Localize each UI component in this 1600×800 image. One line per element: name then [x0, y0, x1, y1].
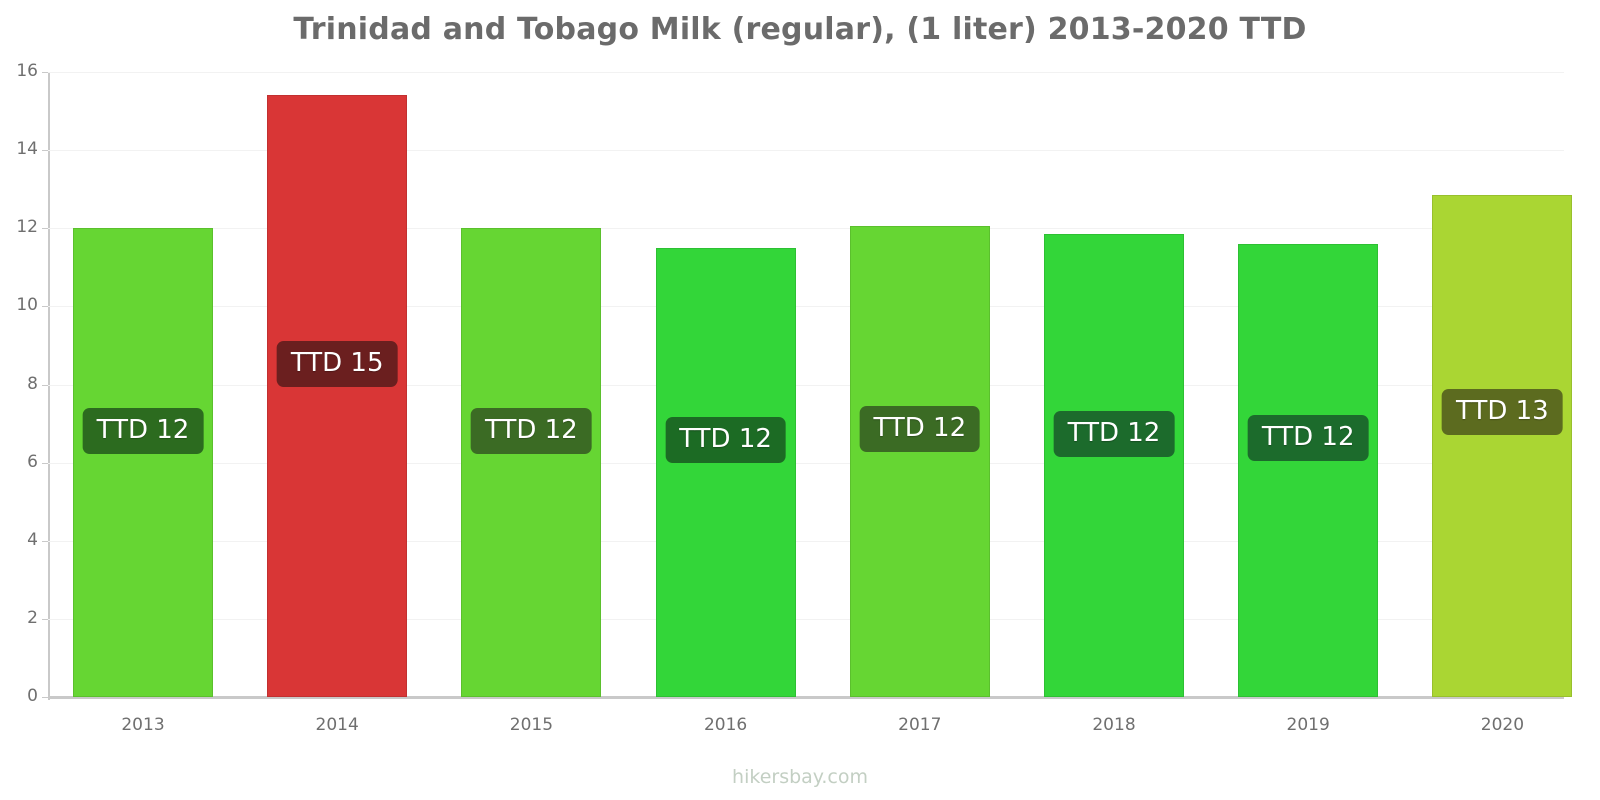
bar-2019[interactable]: [1238, 243, 1379, 697]
y-axis-tick-label: 12: [16, 217, 38, 238]
plot-area: TTD 12 TTD 15 TTD 12 TTD 12 TTD 12 TTD 12 TTD …: [48, 72, 1573, 699]
gridline: [48, 384, 1564, 386]
x-axis-label-2017: 2017: [898, 715, 942, 735]
bar-2014[interactable]: [267, 95, 408, 697]
x-axis-label-2015: 2015: [509, 715, 554, 735]
y-axis-tick-label: 8: [27, 373, 38, 394]
y-axis-tick-label: 4: [27, 529, 38, 550]
y-axis-tick-label: 2: [27, 607, 38, 628]
gridline: [48, 618, 1564, 620]
y-axis-tick-mark: [42, 540, 49, 542]
gridline: [48, 150, 1564, 152]
bar-value-label-2017: TTD 12: [859, 406, 981, 452]
bar-2016[interactable]: [655, 247, 796, 697]
bar-value-label-2014: TTD 15: [276, 341, 398, 387]
y-axis-tick-label: 6: [27, 451, 38, 472]
y-axis-tick-mark: [42, 462, 49, 464]
bar-value-label-2013: TTD 12: [82, 408, 204, 454]
y-axis-tick-mark: [42, 228, 49, 230]
bar-2020[interactable]: [1432, 195, 1573, 697]
bar-2013[interactable]: [73, 228, 213, 697]
y-axis-tick-label: 16: [16, 61, 38, 81]
y-axis-tick-label: 10: [16, 295, 38, 316]
bar-value-label-2015: TTD 12: [471, 408, 592, 454]
footer-watermark: hikersbay.com: [732, 766, 868, 788]
x-axis-label-2020: 2020: [1480, 715, 1525, 735]
bar-value-label-2019: TTD 12: [1247, 415, 1369, 461]
x-axis-label-2014: 2014: [315, 715, 359, 735]
y-axis-tick-mark: [42, 72, 49, 73]
axis-baseline: [48, 696, 1564, 699]
x-axis-label-2013: 2013: [121, 715, 165, 735]
bar-2018[interactable]: [1044, 234, 1184, 697]
gridline: [48, 306, 1564, 308]
bar-value-label-2018: TTD 12: [1053, 411, 1175, 457]
y-axis-tick-mark: [42, 697, 49, 698]
y-axis-tick-mark: [42, 618, 49, 620]
bar-2017[interactable]: [849, 226, 990, 697]
y-axis-tick-mark: [42, 384, 49, 386]
y-axis-tick-mark: [42, 150, 49, 152]
y-axis-tick-label: 14: [16, 139, 38, 160]
gridline: [48, 72, 1564, 73]
bar-2015[interactable]: [461, 228, 602, 697]
bar-value-label-2016: TTD 12: [665, 417, 786, 463]
x-axis-label-2019: 2019: [1286, 715, 1330, 735]
page-title: Trinidad and Tobago Milk (regular), (1 l…: [293, 12, 1307, 47]
y-axis-tick-mark: [42, 306, 49, 308]
gridline: [48, 540, 1564, 542]
y-axis-line: [48, 72, 50, 700]
y-axis-tick-label: 0: [27, 686, 38, 706]
gridline: [48, 462, 1564, 464]
x-axis-label-2018: 2018: [1092, 715, 1136, 735]
x-axis-label-2016: 2016: [703, 715, 748, 735]
bar-value-label-2020: TTD 13: [1442, 389, 1563, 435]
gridline: [48, 228, 1564, 230]
